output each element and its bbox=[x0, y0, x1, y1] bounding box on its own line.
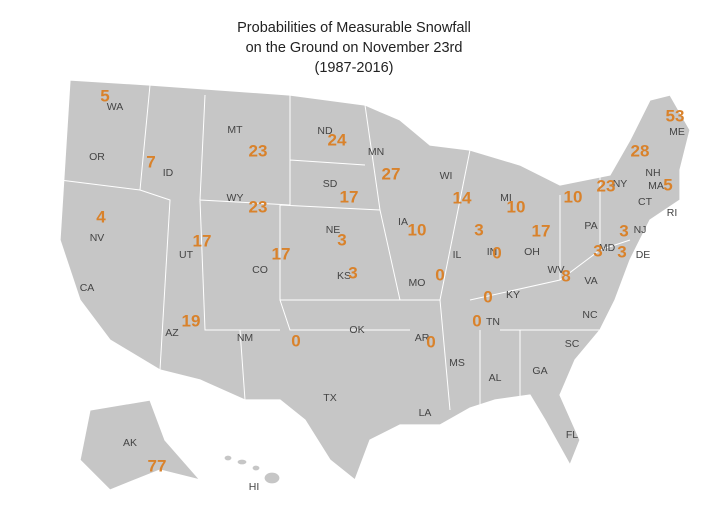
snow-probability: 28 bbox=[631, 141, 650, 160]
alaska bbox=[79, 399, 202, 491]
snow-probability: 3 bbox=[474, 220, 483, 239]
state-abbr: AK bbox=[123, 437, 137, 449]
snow-probability: 24 bbox=[328, 130, 347, 149]
state-abbr: KY bbox=[506, 289, 520, 301]
snow-probability: 0 bbox=[291, 331, 300, 350]
state-abbr: AL bbox=[489, 372, 502, 384]
snow-probability: 17 bbox=[272, 244, 291, 263]
snow-probability: 0 bbox=[483, 287, 492, 306]
hawaii-island bbox=[223, 454, 233, 462]
state-abbr: NY bbox=[613, 178, 628, 190]
snow-probability: 0 bbox=[426, 332, 435, 351]
state-abbr: IL bbox=[453, 249, 462, 261]
state-abbr: MS bbox=[449, 357, 465, 369]
state-abbr: NM bbox=[237, 332, 253, 344]
snow-probability: 10 bbox=[564, 187, 583, 206]
state-abbr: CT bbox=[638, 196, 653, 208]
snow-probability: 5 bbox=[663, 175, 672, 194]
state-abbr: MA bbox=[648, 180, 664, 192]
state-abbr: HI bbox=[249, 481, 260, 493]
state-abbr: CA bbox=[80, 282, 95, 294]
snow-probability: 23 bbox=[597, 176, 616, 195]
state-abbr: TX bbox=[323, 392, 336, 404]
state-abbr: GA bbox=[532, 365, 547, 377]
snow-probability: 3 bbox=[348, 263, 357, 282]
state-abbr: MO bbox=[409, 277, 426, 289]
snow-probability: 23 bbox=[249, 197, 268, 216]
state-abbr: KS bbox=[337, 270, 351, 282]
snow-probability: 14 bbox=[453, 188, 472, 207]
state-abbr: DE bbox=[636, 249, 651, 261]
title-line: Probabilities of Measurable Snowfall bbox=[237, 20, 471, 36]
snow-probability: 77 bbox=[148, 456, 167, 475]
state-abbr: RI bbox=[667, 207, 678, 219]
snow-probability: 17 bbox=[340, 187, 359, 206]
snow-probability: 53 bbox=[666, 106, 685, 125]
state-abbr: ND bbox=[317, 125, 333, 137]
state-abbr: WI bbox=[440, 170, 453, 182]
snow-probability: 3 bbox=[593, 241, 602, 260]
snow-probability: 7 bbox=[146, 152, 155, 171]
state-abbr: ME bbox=[669, 126, 685, 138]
state-abbr: MD bbox=[599, 242, 616, 254]
state-abbr: TN bbox=[486, 316, 500, 328]
hawaii-island bbox=[263, 471, 281, 485]
hawaii-island bbox=[236, 458, 248, 466]
state-abbr: NJ bbox=[634, 224, 647, 236]
snow-probability: 27 bbox=[382, 164, 401, 183]
state-abbr: SC bbox=[565, 338, 580, 350]
state-abbr: CO bbox=[252, 264, 268, 276]
state-abbr: LA bbox=[419, 407, 432, 419]
state-abbr: PA bbox=[584, 220, 597, 232]
title-line: on the Ground on November 23rd bbox=[246, 40, 463, 56]
state-abbr: ID bbox=[163, 167, 174, 179]
state-abbr: AZ bbox=[165, 327, 179, 339]
state-abbr: AR bbox=[415, 332, 430, 344]
state-abbr: WA bbox=[107, 101, 124, 113]
state-abbr: SD bbox=[323, 178, 338, 190]
state-abbr: NH bbox=[645, 167, 660, 179]
hawaii-island bbox=[251, 464, 261, 472]
snow-probability: 8 bbox=[561, 266, 570, 285]
state-abbr: MI bbox=[500, 192, 512, 204]
snow-probability: 10 bbox=[507, 197, 526, 216]
state-abbr: WV bbox=[548, 264, 565, 276]
state-abbr: MN bbox=[368, 146, 384, 158]
snow-probability: 17 bbox=[532, 221, 551, 240]
snow-probability: 3 bbox=[337, 230, 346, 249]
snow-probability: 3 bbox=[617, 242, 626, 261]
snow-probability: 0 bbox=[435, 265, 444, 284]
snow-probability: 17 bbox=[193, 231, 212, 250]
state-abbr: NC bbox=[582, 309, 598, 321]
state-borders bbox=[59, 84, 631, 411]
snow-probability: 0 bbox=[472, 311, 481, 330]
state-abbr: UT bbox=[179, 249, 194, 261]
snow-probability: 5 bbox=[100, 86, 109, 105]
title-line: (1987-2016) bbox=[315, 60, 394, 76]
state-abbr: NV bbox=[90, 232, 105, 244]
snow-probability: 10 bbox=[408, 220, 427, 239]
state-abbr: VA bbox=[584, 275, 597, 287]
state-abbr: FL bbox=[566, 429, 578, 441]
state-abbr: OR bbox=[89, 151, 105, 163]
state-abbr: OH bbox=[524, 246, 540, 258]
state-abbr: IN bbox=[487, 246, 498, 258]
snow-probability: 19 bbox=[182, 311, 201, 330]
state-abbr: IA bbox=[398, 216, 408, 228]
land bbox=[59, 79, 691, 491]
state-abbr: OK bbox=[349, 324, 364, 336]
state-abbr: MT bbox=[227, 124, 243, 136]
state-abbr: NE bbox=[326, 224, 341, 236]
snow-probability: 23 bbox=[249, 141, 268, 160]
snow-probability: 3 bbox=[619, 221, 628, 240]
snow-probability: 4 bbox=[96, 207, 106, 226]
snow-probability: 0 bbox=[492, 243, 501, 262]
state-abbr: WY bbox=[227, 192, 244, 204]
